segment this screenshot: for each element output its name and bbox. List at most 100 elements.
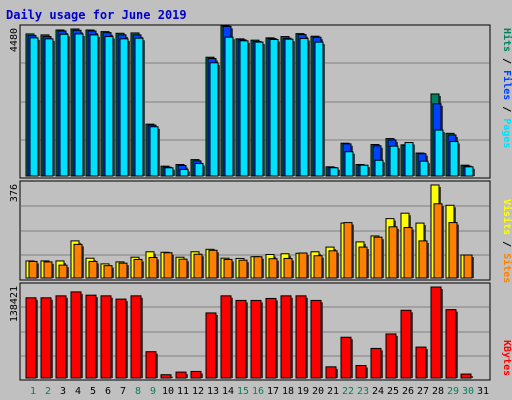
day-label: 21: [327, 386, 339, 397]
day-labels: 1 2 3 4 5 6 7 8 9 10 11 12 13 14 15 16 17 18 19 20 21 22 23 24 2…: [30, 386, 489, 397]
sites-bar: [223, 258, 233, 279]
pages-bar: [164, 167, 174, 177]
pages-bar: [419, 160, 429, 177]
kbytes-bar: [310, 299, 322, 379]
pages-bar: [74, 33, 84, 177]
sites-bar: [328, 250, 338, 279]
kbytes-bar: [400, 309, 412, 379]
kbytes-bar: [25, 297, 37, 379]
sites-bar: [73, 243, 83, 279]
day-label: 10: [162, 386, 174, 397]
day-label: 28: [432, 386, 444, 397]
day-label: 24: [372, 386, 384, 397]
kbytes-bar: [160, 374, 172, 379]
sites-bar: [313, 255, 323, 279]
day-label: 29: [447, 386, 459, 397]
day-label: 11: [177, 386, 189, 397]
day-label: 2: [45, 386, 51, 397]
pages-bar: [314, 41, 324, 177]
kbytes-legend: KBytes: [501, 340, 512, 376]
kbytes-bar: [250, 299, 262, 379]
pages-bar: [119, 38, 129, 177]
pages-bar: [329, 167, 339, 177]
pages-bar: [179, 168, 189, 177]
kbytes-bar: [265, 297, 277, 379]
sites-bar: [43, 261, 53, 279]
kbytes-bar: [55, 295, 67, 379]
sites-bar: [388, 226, 398, 279]
kbytes-bar: [370, 347, 382, 379]
kbytes-bar: [355, 365, 367, 379]
pages-bar: [404, 142, 414, 177]
sites-bar: [418, 240, 428, 279]
day-label: 22: [342, 386, 354, 397]
day-label: 30: [462, 386, 474, 397]
day-label: 4: [75, 386, 81, 397]
visits-sites-legend: Visits / Sites: [501, 199, 512, 283]
kbytes-bar: [295, 295, 307, 379]
kbytes-bar: [40, 297, 52, 379]
day-label: 26: [402, 386, 414, 397]
day-label: 1: [30, 386, 36, 397]
sites-bar: [163, 252, 173, 279]
day-label: 15: [237, 386, 249, 397]
kbytes-bar: [220, 295, 232, 379]
kbytes-bar: [445, 309, 457, 379]
legend-visits: Visits: [501, 199, 512, 235]
legend-pages: Pages: [501, 118, 512, 148]
day-label: 18: [282, 386, 294, 397]
hits-ymax-label: 4480: [9, 28, 20, 52]
pages-bar: [104, 36, 114, 177]
sites-bar: [178, 258, 188, 279]
pages-bar: [134, 37, 144, 177]
legend-sites: Sites: [501, 253, 512, 283]
day-label: 5: [90, 386, 96, 397]
sites-bar: [118, 262, 128, 279]
day-label: 3: [60, 386, 66, 397]
day-label: 13: [207, 386, 219, 397]
pages-bar: [209, 62, 219, 177]
pages-bar: [344, 151, 354, 177]
pages-bar: [239, 40, 249, 177]
pages-bar: [89, 34, 99, 177]
sites-bar: [88, 260, 98, 279]
chart-title: Daily usage for June 2019: [6, 8, 187, 22]
kbytes-bar: [145, 351, 157, 379]
sites-bar: [343, 222, 353, 279]
day-label: 12: [192, 386, 204, 397]
kbytes-bar: [205, 312, 217, 379]
pages-bar: [434, 129, 444, 177]
kbytes-bar: [115, 298, 127, 379]
day-label: 9: [150, 386, 156, 397]
sites-bar: [133, 258, 143, 279]
day-label: 23: [357, 386, 369, 397]
sites-bar: [298, 252, 308, 279]
pages-bar: [449, 141, 459, 177]
sites-bar: [268, 258, 278, 279]
kbytes-bar: [175, 371, 187, 379]
day-label: 31: [477, 386, 489, 397]
bars: [25, 25, 475, 379]
kbytes-bar: [85, 294, 97, 379]
kbytes-bar: [460, 373, 472, 379]
kbytes-bar: [190, 370, 202, 379]
kbytes-bar: [130, 295, 142, 379]
pages-bar: [194, 163, 204, 177]
sites-bar: [283, 257, 293, 279]
day-label: 27: [417, 386, 429, 397]
day-label: 7: [120, 386, 126, 397]
day-label: 25: [387, 386, 399, 397]
pages-bar: [359, 164, 369, 177]
pages-bar: [44, 38, 54, 177]
pages-bar: [284, 38, 294, 177]
sites-bar: [193, 253, 203, 279]
sites-bar: [463, 254, 473, 279]
legend-hits: Hits: [501, 28, 512, 52]
sites-bar: [373, 236, 383, 279]
pages-bar: [29, 37, 39, 177]
day-label: 14: [222, 386, 234, 397]
kbytes-bar: [100, 295, 112, 379]
sites-bar: [403, 227, 413, 279]
pages-bar: [59, 33, 69, 177]
